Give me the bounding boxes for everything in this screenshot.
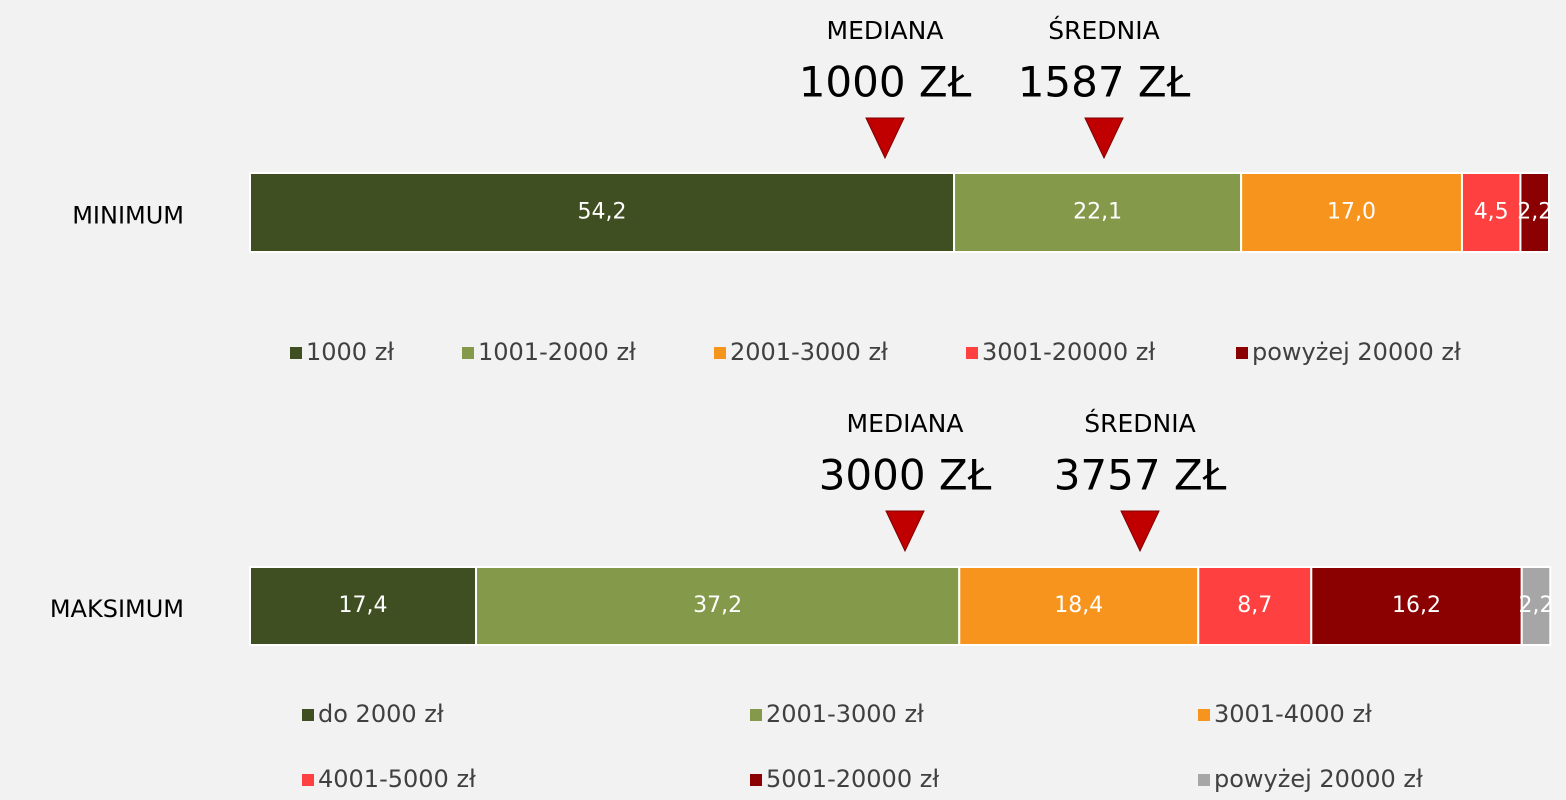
legend-swatch (714, 347, 726, 359)
legend-label: powyżej 20000 zł (1214, 765, 1423, 793)
marker-arrow (1084, 117, 1124, 160)
bar-segment (1519, 172, 1550, 253)
annotation-label: MEDIANA (847, 409, 964, 438)
value-label: 8,7 (1237, 593, 1272, 618)
legend-swatch (1198, 774, 1210, 786)
value-label: 37,2 (693, 593, 742, 618)
bar-segment (1197, 566, 1313, 646)
legend-label: powyżej 20000 zł (1252, 338, 1461, 366)
value-label: 16,2 (1392, 593, 1441, 618)
legend-label: do 2000 zł (318, 700, 444, 728)
bar-segment (1520, 566, 1552, 646)
bar-segment (1310, 566, 1523, 646)
annotation-value: 1587 ZŁ (1018, 58, 1191, 107)
bar-segment (475, 566, 961, 646)
annotation-label: ŚREDNIA (1048, 15, 1159, 45)
legend-label: 3001-20000 zł (982, 338, 1155, 366)
annotation-value: 3000 ZŁ (819, 451, 992, 500)
bar-segment (958, 566, 1200, 646)
legend-label: 2001-3000 zł (730, 338, 888, 366)
annotation-label: ŚREDNIA (1084, 408, 1195, 438)
value-label: 2,2 (1519, 593, 1554, 618)
annotation-value: 1000 ZŁ (799, 58, 972, 107)
annotation-value: 3757 ZŁ (1054, 451, 1227, 500)
value-label: 54,2 (578, 200, 627, 225)
legend-swatch (290, 347, 302, 359)
legend-swatch (750, 774, 762, 786)
bar-segment (249, 172, 956, 253)
legend-swatch (1198, 709, 1210, 721)
bar-segment (1240, 172, 1463, 253)
bar-segment (953, 172, 1243, 253)
marker-arrow (865, 117, 905, 160)
legend-swatch (1236, 347, 1248, 359)
annotation-label: MEDIANA (827, 16, 944, 45)
legend-swatch (302, 774, 314, 786)
value-label: 17,4 (339, 593, 388, 618)
legend-label: 5001-20000 zł (766, 765, 939, 793)
legend-swatch (302, 709, 314, 721)
legend-label: 1000 zł (306, 338, 394, 366)
legend-swatch (750, 709, 762, 721)
category-label: MAKSIMUM (50, 595, 184, 623)
bar-segment (249, 566, 478, 646)
marker-arrow (885, 510, 925, 553)
value-label: 2,2 (1517, 200, 1552, 225)
category-label: MINIMUM (72, 202, 184, 230)
value-label: 22,1 (1073, 200, 1122, 225)
legend-label: 3001-4000 zł (1214, 700, 1372, 728)
value-label: 17,0 (1327, 200, 1376, 225)
legend-label: 1001-2000 zł (478, 338, 636, 366)
legend-label: 4001-5000 zł (318, 765, 476, 793)
value-label: 18,4 (1054, 593, 1103, 618)
legend-swatch (462, 347, 474, 359)
value-label: 4,5 (1474, 200, 1509, 225)
legend-swatch (966, 347, 978, 359)
legend-label: 2001-3000 zł (766, 700, 924, 728)
marker-arrow (1120, 510, 1160, 553)
